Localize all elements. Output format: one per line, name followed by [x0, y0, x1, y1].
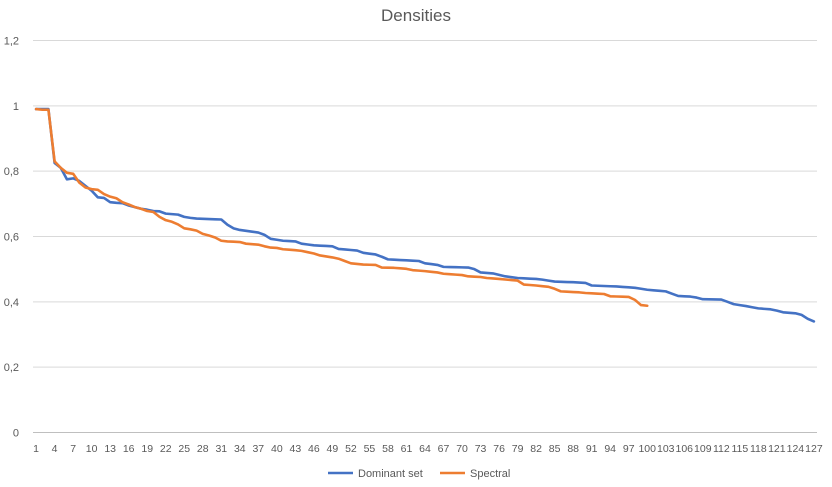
y-tick-label: 0,2: [4, 362, 19, 374]
legend: Dominant set Spectral: [328, 468, 510, 480]
x-tick-label: 103: [657, 443, 675, 455]
x-tick-label: 16: [123, 443, 135, 455]
x-tick-label: 88: [567, 443, 579, 455]
x-tick-label: 118: [750, 443, 767, 455]
x-tick-label: 28: [197, 443, 209, 455]
x-tick-label: 121: [768, 443, 786, 455]
x-tick-label: 106: [676, 443, 694, 455]
legend-label: Dominant set: [358, 468, 423, 480]
chart-title: Densities: [381, 6, 451, 25]
x-tick-label: 34: [234, 443, 246, 455]
x-tick-label: 64: [419, 443, 431, 455]
x-tick-label: 82: [530, 443, 542, 455]
x-tick-label: 7: [70, 443, 76, 455]
x-tick-label: 79: [512, 443, 524, 455]
x-tick-label: 19: [141, 443, 153, 455]
y-axis-ticks: 0 0,2 0,4 0,6 0,8 1 1,2: [4, 36, 19, 440]
x-tick-label: 91: [586, 443, 598, 455]
x-tick-label: 85: [549, 443, 561, 455]
x-tick-label: 22: [160, 443, 172, 455]
x-tick-label: 115: [731, 443, 748, 455]
y-tick-label: 0,4: [4, 297, 19, 309]
y-tick-label: 0,8: [4, 166, 19, 178]
x-tick-label: 94: [604, 443, 616, 455]
series-line-dominant-set: [34, 107, 816, 323]
x-tick-label: 10: [86, 443, 98, 455]
x-tick-label: 37: [252, 443, 264, 455]
y-tick-label: 0,6: [4, 232, 19, 244]
x-tick-label: 61: [401, 443, 413, 455]
x-tick-label: 40: [271, 443, 283, 455]
x-tick-label: 127: [805, 443, 823, 455]
x-axis-ticks: 1 4 7 10 13 16 19 22 25 28 31 34 37 40 43 46 49 52 55 58 61 6…: [33, 443, 823, 455]
x-tick-label: 97: [623, 443, 635, 455]
x-tick-label: 73: [475, 443, 487, 455]
x-tick-label: 76: [493, 443, 505, 455]
x-tick-label: 49: [327, 443, 339, 455]
x-tick-label: 46: [308, 443, 320, 455]
y-tick-label: 1: [13, 101, 19, 113]
x-tick-label: 55: [364, 443, 376, 455]
x-tick-label: 13: [104, 443, 116, 455]
x-tick-label: 70: [456, 443, 468, 455]
series-line-spectral: [34, 107, 649, 308]
legend-label: Spectral: [470, 468, 510, 480]
x-tick-label: 67: [438, 443, 450, 455]
x-tick-label: 25: [178, 443, 190, 455]
gridlines: [33, 40, 817, 433]
x-tick-label: 1: [33, 443, 39, 455]
x-tick-label: 31: [215, 443, 227, 455]
x-tick-label: 100: [638, 443, 656, 455]
x-tick-label: 58: [382, 443, 394, 455]
x-tick-label: 112: [713, 443, 730, 455]
x-tick-label: 43: [290, 443, 302, 455]
y-tick-label: 1,2: [4, 36, 19, 48]
y-tick-label: 0: [13, 428, 19, 440]
x-tick-label: 52: [345, 443, 357, 455]
x-tick-label: 109: [694, 443, 712, 455]
series-lines: [34, 107, 816, 323]
x-tick-label: 124: [787, 443, 805, 455]
x-tick-label: 4: [52, 443, 58, 455]
